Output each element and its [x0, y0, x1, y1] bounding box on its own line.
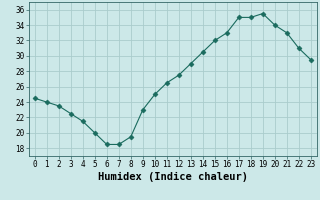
X-axis label: Humidex (Indice chaleur): Humidex (Indice chaleur)	[98, 172, 248, 182]
